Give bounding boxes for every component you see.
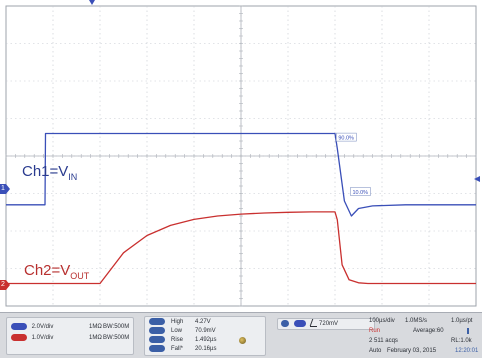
meas-badge-icon: [149, 335, 165, 343]
trigger-position-icon[interactable]: [89, 0, 95, 5]
trigger-mode: Auto: [369, 348, 382, 354]
ch2-label-main: Ch2=V: [24, 262, 71, 279]
run-state: Run: [369, 328, 381, 334]
measurement-annotations: 90.0% 10.0%: [336, 132, 371, 196]
sample-rate: 1.0MS/s: [405, 318, 428, 324]
acquisition-count: 2 511 acqs: [369, 338, 398, 344]
ch2-impedance: 1MΩ: [89, 335, 102, 341]
ch2-marker-label: 2: [1, 281, 5, 288]
ch2-scale: 1.0V/div: [31, 335, 54, 341]
acqs-row: 2 511 acqs RL:1.0k: [369, 336, 472, 347]
meas-row-low[interactable]: Low 70.9mV: [149, 326, 216, 337]
waveform-display: 90.0% 10.0% Ch1=VIN Ch2=VOUT 1 2: [0, 0, 480, 307]
date: February 03, 2015: [387, 348, 437, 354]
trigger-level: 720mV: [319, 321, 339, 327]
timebase: 100µs/div: [369, 318, 395, 324]
resolution: 1.0µs/pt: [451, 318, 473, 324]
acquisition-panel[interactable]: 100µs/div 1.0MS/s 1.0µs/pt Run Average:6…: [367, 316, 478, 357]
trace-ch2: [6, 211, 476, 285]
record-length: RL:1.0k: [451, 338, 472, 344]
time: 12:20:01: [455, 348, 479, 354]
trigger-channel-icon: [293, 319, 306, 327]
ch1-label-main: Ch1=V: [22, 163, 69, 180]
ch2-settings-row[interactable]: 1.0V/div 1MΩ BW:500M: [11, 333, 129, 344]
annotation-label: 10.0%: [350, 187, 371, 196]
ch2-label-sub: OUT: [70, 271, 90, 281]
meas-value: 20.16µs: [195, 346, 217, 352]
datetime-row: Auto February 03, 2015 12:20:01: [369, 346, 478, 357]
trigger-panel[interactable]: 720mV: [277, 318, 375, 330]
ch1-scale: 2.0V/div: [31, 324, 54, 330]
acq-mode: Average:60: [413, 328, 444, 334]
meas-value: 4.27V: [195, 319, 211, 325]
ch1-impedance: 1MΩ: [89, 324, 102, 330]
ch1-settings-row[interactable]: 2.0V/div 1MΩ BW:500M: [11, 322, 129, 333]
trigger-level-icon[interactable]: [474, 176, 480, 182]
meas-value: 1.492µs: [195, 337, 217, 343]
waveform-plot: 90.0% 10.0%: [5, 5, 477, 307]
ch2-label: Ch2=VOUT: [24, 262, 89, 281]
trigger-source-icon: [281, 319, 289, 327]
graticule: [5, 5, 477, 307]
ch1-marker-label: 1: [1, 185, 5, 192]
meas-row-rise[interactable]: Rise 1.492µs: [149, 335, 246, 346]
annotation-label: 90.0%: [336, 132, 357, 142]
meas-row-fall[interactable]: Fall* 20.16µs: [149, 344, 216, 355]
arrow-down-icon: [467, 328, 469, 334]
trigger-row[interactable]: 720mV: [281, 319, 338, 330]
svg-text:10.0%: 10.0%: [352, 190, 368, 196]
ch1-label-sub: IN: [68, 172, 78, 182]
meas-name: Low: [171, 328, 183, 334]
ch2-badge-icon: [11, 333, 27, 341]
timebase-row[interactable]: 100µs/div 1.0MS/s 1.0µs/pt: [369, 316, 472, 327]
meas-name: Rise: [171, 337, 184, 343]
ch1-label: Ch1=VIN: [22, 163, 77, 182]
meas-name: High: [171, 319, 184, 325]
run-row[interactable]: Run Average:60: [369, 326, 469, 337]
meas-badge-icon: [149, 326, 165, 334]
svg-text:90.0%: 90.0%: [338, 136, 354, 142]
rising-edge-icon: [310, 319, 318, 328]
meas-row-high[interactable]: High 4.27V: [149, 317, 211, 328]
ch1-badge-icon: [11, 322, 27, 330]
meas-name: Fall*: [171, 346, 184, 352]
meas-badge-icon: [149, 317, 165, 325]
channel-settings-panel[interactable]: 2.0V/div 1MΩ BW:500M 1.0V/div 1MΩ BW:500…: [6, 317, 134, 355]
warning-icon: [239, 337, 246, 344]
ch1-ground-marker[interactable]: 1: [0, 184, 10, 194]
meas-value: 70.9mV: [195, 328, 216, 334]
status-bar: 2.0V/div 1MΩ BW:500M 1.0V/div 1MΩ BW:500…: [0, 312, 482, 358]
ch2-ground-marker[interactable]: 2: [0, 280, 10, 290]
ch1-bandwidth: BW:500M: [103, 324, 130, 330]
ch2-bandwidth: BW:500M: [103, 335, 130, 341]
meas-badge-icon: [149, 344, 165, 352]
measurement-panel[interactable]: High 4.27V Low 70.9mV Rise 1.492µs Fall*…: [144, 316, 266, 356]
